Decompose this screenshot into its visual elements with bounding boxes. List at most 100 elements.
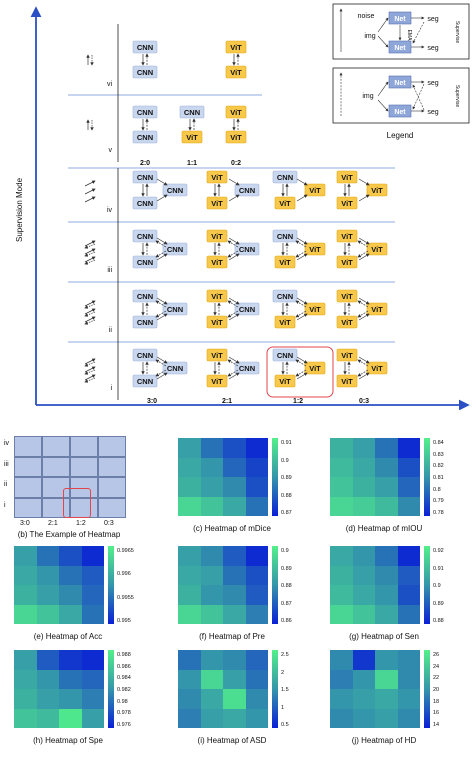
- heatmap-cell: [59, 650, 82, 670]
- col-label-1:2: 1:2: [293, 398, 303, 405]
- edge-ii-1-cb: [227, 310, 239, 318]
- node-cnn-iii-0-a: CNN: [132, 229, 158, 243]
- edge-iv-0-bc: [156, 194, 168, 202]
- edge-iii-3-bc: [358, 253, 370, 261]
- frameworks-figure: Supervision ModeviviviiiiiiCNNCNNViTViTC…: [15, 3, 470, 410]
- node-vit-iv-3-b: ViT: [336, 196, 358, 210]
- heatmap-cell: [59, 669, 82, 689]
- heatmap-cell: [223, 708, 246, 728]
- heatmap-cell: [59, 565, 82, 585]
- mode-arrow: [84, 251, 96, 257]
- colorbar-tick: 26: [433, 652, 440, 658]
- heatmap-cell: [81, 585, 104, 605]
- node-box: [206, 348, 228, 362]
- edge-iii-2-ca: [295, 240, 307, 248]
- node-vit-vi-3-a: ViT: [225, 40, 247, 54]
- node-box: [274, 196, 296, 210]
- heatmap-cell: [375, 708, 398, 728]
- heatmap-cell: [375, 457, 398, 477]
- node-cnn-ii-0-c: CNN: [162, 302, 188, 316]
- legend-supervise-arrow: [412, 21, 425, 44]
- colorbar-tick: 0.87: [281, 600, 292, 607]
- colorbar-tick: 0.81: [433, 475, 444, 481]
- heatmap-spe: 0.988 0.986 0.984 0.982 0.98 0.978 0.976 (h) He…: [14, 650, 144, 750]
- mode-arrow: [84, 358, 96, 365]
- node-box: [234, 242, 260, 256]
- edge-iv-0-ac: [156, 178, 168, 186]
- heatmap-grid: [330, 650, 420, 728]
- heatmap-cell: [178, 650, 201, 670]
- node-label: ViT: [341, 258, 353, 267]
- node-label: ViT: [279, 318, 291, 327]
- node-box: [162, 183, 188, 197]
- heatmap-cell: [245, 457, 268, 477]
- colorbar-tick: 0.9: [281, 457, 289, 464]
- node-cnn-iv-0-b: CNN: [132, 196, 158, 210]
- heatmap-cell: [200, 496, 223, 516]
- heatmap-cell: [223, 496, 246, 516]
- node-label: CNN: [137, 68, 153, 77]
- heatmap-grid: [14, 546, 104, 624]
- heatmap-cell: [223, 669, 246, 689]
- node-box: [336, 348, 358, 362]
- example-cell: [70, 436, 98, 457]
- node-box: [132, 374, 158, 388]
- example-row-label: ii: [4, 481, 8, 488]
- edge-iii-1-bc: [228, 253, 240, 261]
- heatmap-cell: [375, 477, 398, 497]
- mode-arrow: [84, 377, 96, 383]
- heatmap-cell: [200, 477, 223, 497]
- node-vit-i-3-b: ViT: [336, 374, 358, 388]
- heatmap-cell: [200, 604, 223, 624]
- node-label: ViT: [341, 232, 353, 241]
- node-label: CNN: [137, 199, 153, 208]
- edge-ii-3-cb: [357, 310, 369, 318]
- mode-icon-iii: [84, 240, 96, 265]
- node-box: [304, 302, 326, 316]
- node-cnn-i-0-a: CNN: [132, 348, 158, 362]
- colorbar-tick: 0.98: [117, 698, 128, 705]
- edge-ii-2-bc: [296, 313, 308, 321]
- node-vit-ii-2-c: ViT: [304, 302, 326, 316]
- example-col-label: 3:0: [20, 520, 30, 527]
- heatmap-cell: [14, 669, 37, 689]
- node-box: [272, 289, 298, 303]
- heatmap-miou: 0.84 0.83 0.82 0.81 0.8 0.79 0.78 (d) Heatmap o…: [330, 438, 460, 538]
- node-box: [132, 196, 158, 210]
- heatmap-cell: [178, 565, 201, 585]
- colorbar-tick: 0.89: [281, 565, 292, 572]
- heatmap-cell: [223, 565, 246, 585]
- edge-iii-2-bc: [296, 253, 308, 261]
- heatmap-cell: [245, 604, 268, 624]
- node-vit-iii-2-c: ViT: [304, 242, 326, 256]
- example-row-label: iii: [4, 460, 9, 468]
- colorbar-tick: 18: [433, 698, 440, 705]
- edge-ii-0-ac: [156, 297, 168, 305]
- node-label: ViT: [341, 173, 353, 182]
- heatmap-cell: [330, 496, 353, 516]
- heatmap-cell: [59, 546, 82, 566]
- node-box: [132, 229, 158, 243]
- node-cnn-i-1-c: CNN: [234, 361, 260, 375]
- node-label: ViT: [279, 199, 291, 208]
- node-label: ViT: [230, 68, 242, 77]
- heatmap-cell: [245, 565, 268, 585]
- edge-ii-3-bc: [358, 313, 370, 321]
- colorbar-tick: 0.978: [117, 710, 131, 717]
- heatmap-cell: [178, 457, 201, 477]
- node-label: CNN: [167, 364, 183, 373]
- heatmap-caption: (d) Heatmap of mIOU: [345, 524, 423, 533]
- node-cnn-i-2-a: CNN: [272, 348, 298, 362]
- node-label: CNN: [277, 232, 293, 241]
- edge-ii-0-ca: [155, 300, 167, 308]
- edge-ii-2-cb: [295, 310, 307, 318]
- example-col-label: 1:2: [76, 520, 86, 527]
- node-vit-ii-3-b: ViT: [336, 315, 358, 329]
- colorbar: [108, 650, 114, 728]
- heatmap-cell: [245, 438, 268, 458]
- node-vit-iv-3-c: ViT: [366, 183, 388, 197]
- heatmap-cell: [245, 650, 268, 670]
- node-cnn-vi-1-b: CNN: [132, 65, 158, 79]
- node-box: [206, 255, 228, 269]
- node-label: ViT: [211, 351, 223, 360]
